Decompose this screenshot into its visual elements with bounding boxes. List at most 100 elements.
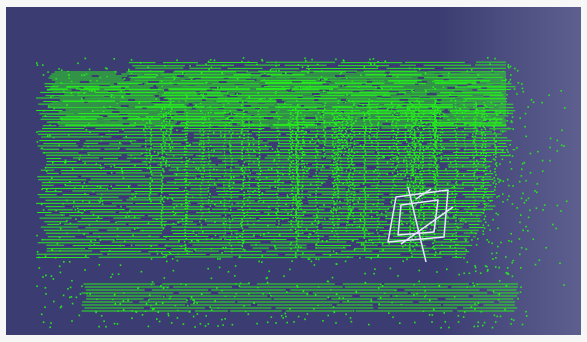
point [91, 90, 93, 92]
point [228, 116, 231, 118]
point [260, 98, 263, 101]
point [184, 229, 186, 231]
point [248, 292, 250, 295]
point [285, 315, 287, 318]
point [186, 124, 188, 126]
point [431, 147, 434, 150]
point [525, 315, 528, 317]
point [376, 232, 379, 234]
point [474, 120, 477, 123]
point [473, 175, 475, 178]
point [507, 65, 509, 68]
point-cloud-scene[interactable] [6, 7, 581, 335]
point [390, 202, 393, 204]
point [246, 220, 249, 222]
point [417, 200, 420, 203]
point [177, 253, 179, 256]
point [316, 154, 319, 156]
point [242, 242, 244, 245]
point [165, 165, 168, 168]
point [458, 273, 460, 276]
point [202, 211, 204, 214]
point [484, 143, 487, 145]
point [200, 190, 202, 193]
point [71, 302, 74, 305]
point [186, 299, 188, 301]
point [422, 194, 425, 197]
point [290, 161, 293, 164]
point [161, 182, 164, 185]
point [200, 205, 202, 207]
point [559, 262, 561, 265]
point [290, 214, 292, 216]
point [145, 157, 148, 160]
point [161, 155, 163, 158]
point [484, 203, 486, 205]
point [473, 205, 476, 208]
point [340, 117, 342, 120]
point [296, 109, 298, 111]
point [224, 135, 226, 137]
point [377, 169, 379, 171]
point [333, 185, 335, 188]
point [333, 146, 335, 149]
point [400, 173, 402, 176]
point [121, 96, 123, 99]
point [307, 65, 309, 68]
point [425, 148, 428, 150]
point [248, 184, 251, 186]
point [317, 178, 319, 180]
point [207, 187, 210, 189]
point [278, 142, 280, 144]
point [350, 130, 353, 132]
point [339, 157, 342, 160]
point [368, 233, 370, 235]
point [291, 226, 294, 228]
point [376, 220, 379, 222]
point [277, 210, 279, 212]
point [516, 93, 518, 95]
point [160, 80, 163, 82]
point [181, 218, 184, 221]
point [153, 160, 156, 163]
point [345, 124, 348, 126]
point [340, 130, 343, 133]
point [183, 178, 186, 180]
camera-frustum-icon[interactable] [387, 186, 454, 263]
point [420, 143, 422, 146]
point [370, 257, 372, 260]
point [335, 211, 338, 214]
point [109, 250, 111, 252]
point [351, 110, 353, 112]
point [489, 229, 491, 231]
point [224, 208, 227, 211]
point [148, 161, 151, 164]
point [348, 214, 350, 216]
point [204, 119, 206, 121]
point [525, 135, 527, 138]
point [288, 119, 290, 122]
point [434, 106, 437, 109]
point [450, 99, 452, 101]
point [184, 247, 187, 249]
point [321, 182, 323, 185]
point [418, 212, 421, 215]
point [454, 208, 457, 210]
point [189, 181, 191, 184]
point [223, 151, 226, 154]
point [209, 160, 211, 162]
point [186, 207, 189, 210]
point [225, 172, 227, 175]
point [134, 195, 136, 198]
point [433, 197, 435, 199]
point [180, 283, 182, 285]
3d-viewport[interactable] [6, 7, 581, 335]
point [58, 144, 60, 147]
point [365, 126, 367, 129]
point [54, 189, 57, 192]
point [297, 315, 300, 318]
point [479, 272, 482, 274]
point [315, 205, 317, 207]
point [405, 123, 408, 126]
point [229, 188, 231, 190]
